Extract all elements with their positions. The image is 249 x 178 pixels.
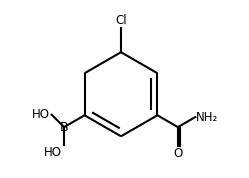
- Text: HO: HO: [32, 108, 50, 121]
- Text: NH₂: NH₂: [196, 111, 218, 124]
- Text: O: O: [173, 147, 183, 160]
- Text: B: B: [60, 121, 68, 134]
- Text: HO: HO: [44, 145, 62, 159]
- Text: Cl: Cl: [115, 14, 127, 27]
